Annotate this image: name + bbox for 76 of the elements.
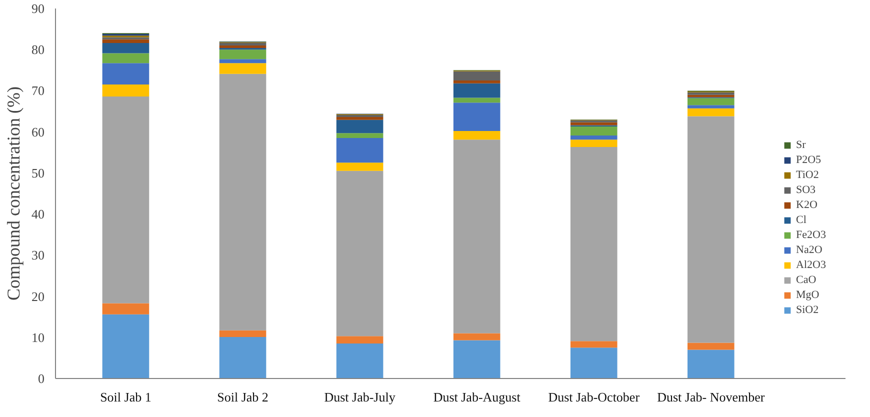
bar	[453, 140, 500, 334]
bar	[688, 342, 734, 350]
bar	[336, 162, 384, 171]
x-tick-label: Soil Jab 1	[100, 390, 152, 404]
bar	[688, 350, 734, 378]
bar	[570, 122, 618, 126]
bar	[102, 84, 150, 96]
bar	[453, 80, 500, 84]
bar	[102, 53, 150, 64]
y-tick-label: 30	[32, 248, 44, 263]
bar	[453, 83, 500, 98]
bar	[219, 59, 266, 64]
bar	[688, 116, 734, 343]
bar	[688, 105, 734, 108]
bar	[102, 63, 150, 85]
legend-label: SO3	[796, 184, 816, 196]
bar	[453, 71, 500, 80]
x-tick-label: Dust Jab-July	[324, 390, 396, 404]
bar	[336, 117, 384, 120]
bar	[453, 333, 500, 340]
y-tick-label: 60	[32, 124, 44, 140]
bar	[453, 98, 500, 103]
x-tick-label: Dust Jab-August	[433, 390, 521, 404]
y-tick-label: 80	[32, 42, 44, 58]
bar	[102, 96, 150, 304]
bar	[688, 98, 734, 106]
legend-label: SiO2	[796, 304, 819, 316]
x-tick-label: Soil Jab 2	[217, 390, 268, 404]
legend-label: Cl	[796, 214, 808, 226]
bar	[570, 140, 618, 148]
bar	[570, 136, 618, 140]
y-tick-label: 20	[32, 288, 44, 304]
legend-label: Fe2O3	[796, 229, 826, 241]
bar	[570, 348, 618, 378]
bar	[453, 131, 500, 140]
bar	[688, 92, 734, 95]
bar	[570, 147, 618, 342]
y-tick-label: 40	[32, 206, 44, 222]
bar	[219, 330, 266, 337]
bar	[102, 39, 150, 44]
bar	[219, 74, 266, 330]
bar	[219, 63, 266, 74]
legend-label: MgO	[796, 289, 820, 301]
bar	[102, 43, 150, 54]
legend-label: Sr	[796, 139, 807, 151]
legend-label: CaO	[796, 274, 816, 286]
x-tick-label: Dust Jab- November	[657, 390, 766, 404]
bar	[688, 94, 734, 98]
bar	[453, 102, 500, 132]
bar	[102, 303, 150, 314]
legend-label: P2O5	[796, 154, 822, 166]
bar	[102, 314, 150, 378]
legend-label: Al2O3	[796, 259, 826, 271]
bar	[336, 114, 384, 118]
bar	[336, 170, 384, 336]
y-axis-title: Compound concentration (%)	[4, 86, 24, 300]
y-tick-label: 0	[38, 371, 44, 386]
x-tick-label: Dust Jab-October	[548, 390, 640, 404]
y-tick-label: 90	[32, 1, 44, 16]
bar	[453, 340, 500, 378]
bar	[336, 120, 384, 134]
bar	[688, 108, 734, 116]
legend-label: TiO2	[796, 169, 819, 181]
bar	[570, 126, 618, 136]
y-tick-label: 50	[32, 165, 44, 180]
legend-label: Na2O	[796, 244, 822, 256]
bar	[336, 344, 384, 378]
y-tick-label: 10	[32, 330, 44, 345]
bar	[336, 133, 384, 138]
bar	[219, 336, 266, 378]
bar	[336, 138, 384, 163]
legend-label: K2O	[796, 199, 818, 211]
bar	[570, 341, 618, 348]
y-tick-label: 70	[32, 83, 44, 98]
bar	[219, 50, 266, 60]
bar	[336, 336, 384, 344]
